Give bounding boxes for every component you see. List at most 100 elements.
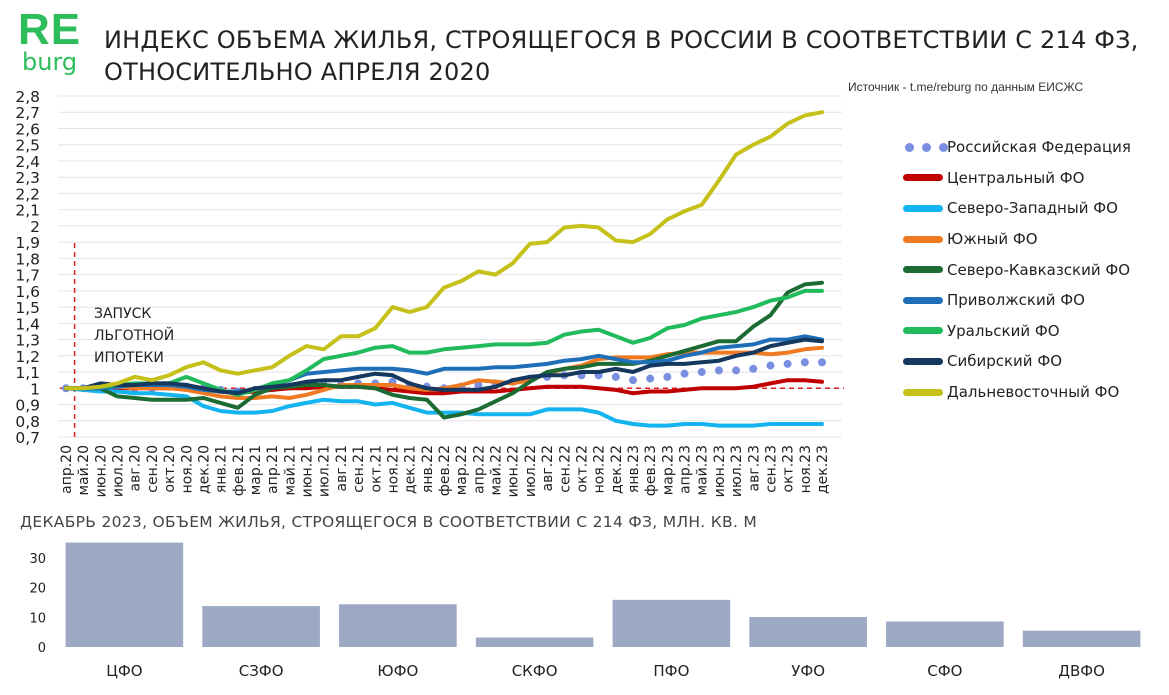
legend-label: Северо-Кавказский ФО [947,260,1131,279]
series-line-8 [64,337,824,396]
bar-y-tick-label: 20 [29,582,46,597]
x-tick-label: авг.23 [746,445,762,491]
legend-item: Российская Федерация [903,132,1165,163]
x-tick-label: мар.23 [660,445,676,495]
series-point [611,372,620,381]
legend-item: Сибирский ФО [903,346,1165,377]
series-line-9 [64,110,824,391]
annotation-line-1: ЗАПУСК [94,306,152,322]
series-line-5 [64,280,824,420]
series-line-7 [64,288,824,397]
legend-line [903,357,943,365]
legend-line [903,327,943,335]
x-tick-label: апр.20 [59,445,75,494]
y-tick-label: 2 [30,218,40,236]
legend-swatch [903,235,943,243]
legend-line [903,204,943,212]
series-point [474,381,483,390]
x-tick-label: июн.22 [506,445,522,497]
legend-line [903,296,943,304]
legend-item: Северо-Кавказский ФО [903,254,1165,285]
y-tick-label: 0,9 [15,397,40,415]
bar [1022,630,1141,647]
line-chart: 0,70,80,911,11,21,31,41,51,61,71,81,922,… [15,88,844,497]
legend-dot [922,142,931,152]
bar-y-tick-label: 0 [38,641,46,656]
x-tick-label: июл.23 [729,445,745,497]
mortgage-annotation: ЗАПУСК ЛЬГОТНОЙ ИПОТЕКИ [94,303,174,369]
y-tick-label: 1,3 [15,332,40,350]
legend-item: Дальневосточный ФО [903,377,1165,408]
series-point [749,364,758,373]
x-tick-label: июн.21 [300,445,316,497]
x-tick-label: окт.22 [574,445,590,492]
bar-chart-title: ДЕКАБРЬ 2023, ОБЪЕМ ЖИЛЬЯ, СТРОЯЩЕГОСЯ В… [20,513,758,531]
x-tick-label: май.22 [489,445,505,496]
x-tick-label: сен.23 [763,445,779,493]
series-point [783,359,792,368]
series-point [732,366,741,375]
bar [202,606,320,647]
legend-label: Центральный ФО [947,168,1085,187]
y-tick-label: 2,6 [15,120,40,138]
x-tick-label: апр.23 [678,445,694,494]
bar-y-tick-label: 10 [29,611,46,626]
series-point [629,376,637,385]
bar-category-label: УФО [791,662,825,680]
x-tick-label: апр.21 [265,445,281,494]
legend-swatch [903,174,943,182]
bar [749,617,867,647]
y-tick-label: 2,1 [15,202,40,220]
x-tick-label: ноя.20 [179,445,195,493]
x-tick-label: фев.23 [643,445,659,496]
bar-y-tick-label: 30 [29,552,46,567]
x-tick-label: ноя.22 [592,445,608,493]
series-point [818,358,826,367]
chart-title: ИНДЕКС ОБЪЕМА ЖИЛЬЯ, СТРОЯЩЕГОСЯ В РОССИ… [104,24,1144,88]
x-tick-label: июн.23 [712,445,728,497]
x-tick-label: май.21 [282,445,298,496]
legend-label: Южный ФО [947,230,1038,249]
legend-dot [939,142,948,152]
x-tick-label: мар.21 [248,445,264,495]
y-tick-label: 2,7 [15,104,40,122]
x-tick-label: июл.22 [523,445,539,497]
bar-category-label: ЦФО [106,662,142,680]
logo: RE burg [18,8,88,76]
legend: Российская Федерация Центральный ФО Северо… [903,132,1165,407]
bar [475,637,594,647]
y-tick-label: 1,2 [15,348,40,366]
x-tick-label: сен.22 [557,445,573,493]
bar [612,599,731,647]
legend-swatch [903,357,943,365]
series-point [800,358,809,367]
bar-category-label: СЗФО [239,662,284,680]
x-tick-label: дек.22 [609,445,625,494]
logo-burg: burg [22,48,78,76]
legend-line [903,174,943,182]
source-note: Источник - t.me/reburg по данным ЕИСЖС [848,80,1084,94]
y-tick-label: 0,7 [15,429,40,447]
x-tick-label: янв.22 [420,445,436,493]
legend-line [903,266,943,274]
bar-chart: 0 10 20 30 ЦФО СЗФО ЮФО СКФО ПФО УФО СФО ДВФО [29,542,1141,680]
series-point [714,366,723,375]
x-tick-label: июл.21 [317,445,333,497]
bar [886,621,1004,647]
legend-label: Российская Федерация [947,138,1131,157]
legend-swatch [903,142,948,152]
legend-swatch [903,388,943,396]
legend-dot [905,142,914,152]
y-tick-label: 1,7 [15,267,40,285]
x-tick-label: ноя.23 [798,445,814,493]
bar [65,542,184,647]
series-point [663,372,672,381]
annotation-line-2: ЛЬГОТНОЙ [94,328,175,344]
title-line-1: ИНДЕКС ОБЪЕМА ЖИЛЬЯ, СТРОЯЩЕГОСЯ В РОССИ… [104,26,1139,54]
y-tick-label: 2,2 [15,185,40,203]
x-tick-label: окт.20 [162,445,178,492]
bar-category-label: СКФО [512,662,558,680]
legend-item: Центральный ФО [903,163,1165,194]
x-tick-label: дек.20 [196,445,212,494]
x-tick-label: сен.21 [351,445,367,493]
